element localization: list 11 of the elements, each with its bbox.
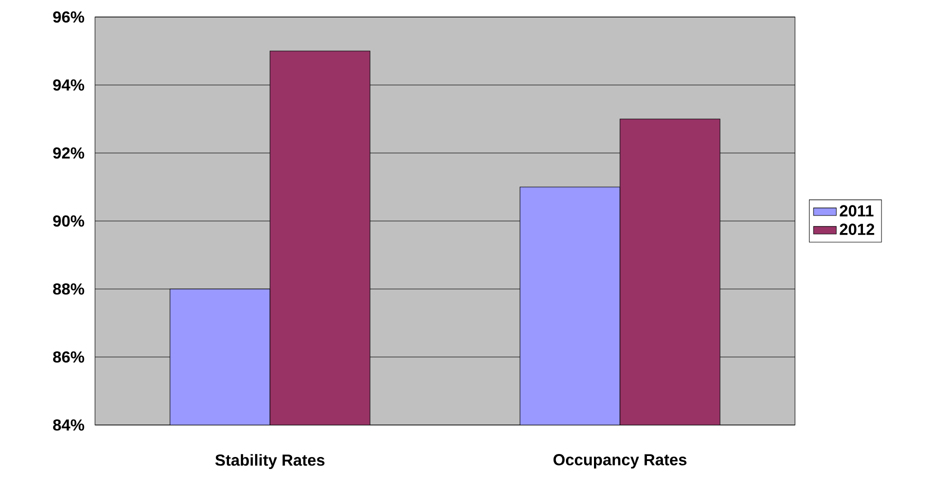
y-tick-label: 96% [53,11,84,23]
y-tick-label: 94% [53,79,84,91]
y-tick-label: 84% [53,419,84,431]
x-tick-label: Stability Rates [215,454,324,469]
y-tick-label: 92% [53,147,84,159]
x-tick-label: Occupancy Rates [554,454,686,469]
y-tick-label: 86% [53,351,84,363]
y-tick-label: 90% [53,215,84,227]
y-tick-label: 88% [53,283,84,295]
legend-label: 2012 [840,224,874,235]
legend-label: 2011 [840,205,874,216]
